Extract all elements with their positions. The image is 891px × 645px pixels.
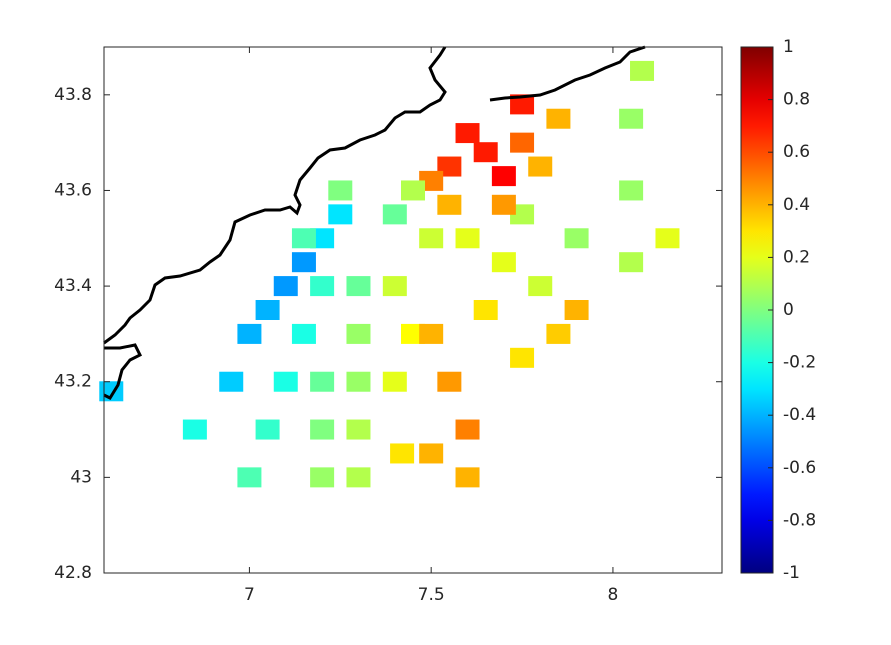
cell xyxy=(491,194,516,215)
cell xyxy=(382,276,407,297)
cell xyxy=(491,252,516,273)
colorbar-tick-label: 0.6 xyxy=(783,142,810,162)
cell xyxy=(473,142,498,163)
cell xyxy=(455,419,480,440)
plot-area xyxy=(104,47,722,573)
cell xyxy=(528,276,553,297)
y-tick-label: 43.8 xyxy=(54,85,92,105)
cell xyxy=(255,419,280,440)
cell xyxy=(273,371,298,392)
colorbar xyxy=(740,46,774,574)
cell xyxy=(419,443,444,464)
axes-box xyxy=(103,46,723,574)
cell xyxy=(455,228,480,249)
cell xyxy=(419,170,444,191)
colorbar-tick-label: 1 xyxy=(783,37,794,57)
x-tick-label: 7.5 xyxy=(418,585,445,605)
cell xyxy=(419,228,444,249)
cell xyxy=(401,323,425,344)
cell xyxy=(310,467,335,488)
y-tick-label: 42.8 xyxy=(54,563,92,583)
cell xyxy=(437,194,462,215)
cell xyxy=(619,180,644,201)
cell xyxy=(310,419,335,440)
cell xyxy=(291,228,316,249)
colorbar-tick-label: -0.8 xyxy=(783,510,816,530)
cell xyxy=(382,371,407,392)
cell xyxy=(619,108,644,129)
cell xyxy=(546,108,571,129)
cell xyxy=(390,443,415,464)
cell xyxy=(182,419,207,440)
cell xyxy=(291,323,316,344)
colorbar-tick-label: 0.4 xyxy=(783,195,810,215)
x-tick-label: 8 xyxy=(608,585,619,605)
cell xyxy=(564,228,589,249)
cell xyxy=(255,300,280,320)
cell xyxy=(291,252,316,273)
cell xyxy=(419,323,444,344)
cell xyxy=(510,347,535,368)
cell xyxy=(346,323,371,344)
cell xyxy=(346,276,371,297)
cell xyxy=(510,132,535,153)
cell xyxy=(528,156,553,177)
colorbar-tick-label: -1 xyxy=(783,563,800,583)
cell xyxy=(491,166,516,187)
cell xyxy=(328,204,353,225)
cell xyxy=(237,323,262,344)
cell xyxy=(328,180,353,201)
cell xyxy=(564,300,589,320)
cell xyxy=(346,419,371,440)
colorbar-tick-label: 0.8 xyxy=(783,90,810,110)
cell xyxy=(382,204,407,225)
cell xyxy=(619,252,644,273)
coastline xyxy=(103,45,646,400)
colorbar-tick-label: -0.6 xyxy=(783,458,816,478)
cell xyxy=(455,467,480,488)
cell xyxy=(437,156,462,177)
cell xyxy=(510,204,535,225)
cell xyxy=(401,180,425,201)
x-tick-label: 7 xyxy=(244,585,255,605)
cell xyxy=(219,371,244,392)
cell xyxy=(655,228,680,249)
cell xyxy=(510,94,535,115)
colorbar-tick-label: 0 xyxy=(783,300,794,320)
y-tick-label: 43.4 xyxy=(54,276,92,296)
colorbar-tick-label: -0.4 xyxy=(783,405,816,425)
cell xyxy=(473,300,498,320)
cell xyxy=(310,228,335,249)
cell xyxy=(237,467,262,488)
cell xyxy=(455,123,480,144)
cell xyxy=(310,371,335,392)
cell xyxy=(346,371,371,392)
cell xyxy=(437,371,462,392)
cell xyxy=(273,276,298,297)
colorbar-tick-label: -0.2 xyxy=(783,353,816,373)
y-tick-label: 43 xyxy=(70,467,92,487)
y-tick-label: 43.6 xyxy=(54,180,92,200)
cell xyxy=(630,60,655,81)
cell xyxy=(546,323,571,344)
y-tick-label: 43.2 xyxy=(54,372,92,392)
colorbar-tick-label: 0.2 xyxy=(783,247,810,267)
cell xyxy=(310,276,335,297)
cell xyxy=(346,467,371,488)
